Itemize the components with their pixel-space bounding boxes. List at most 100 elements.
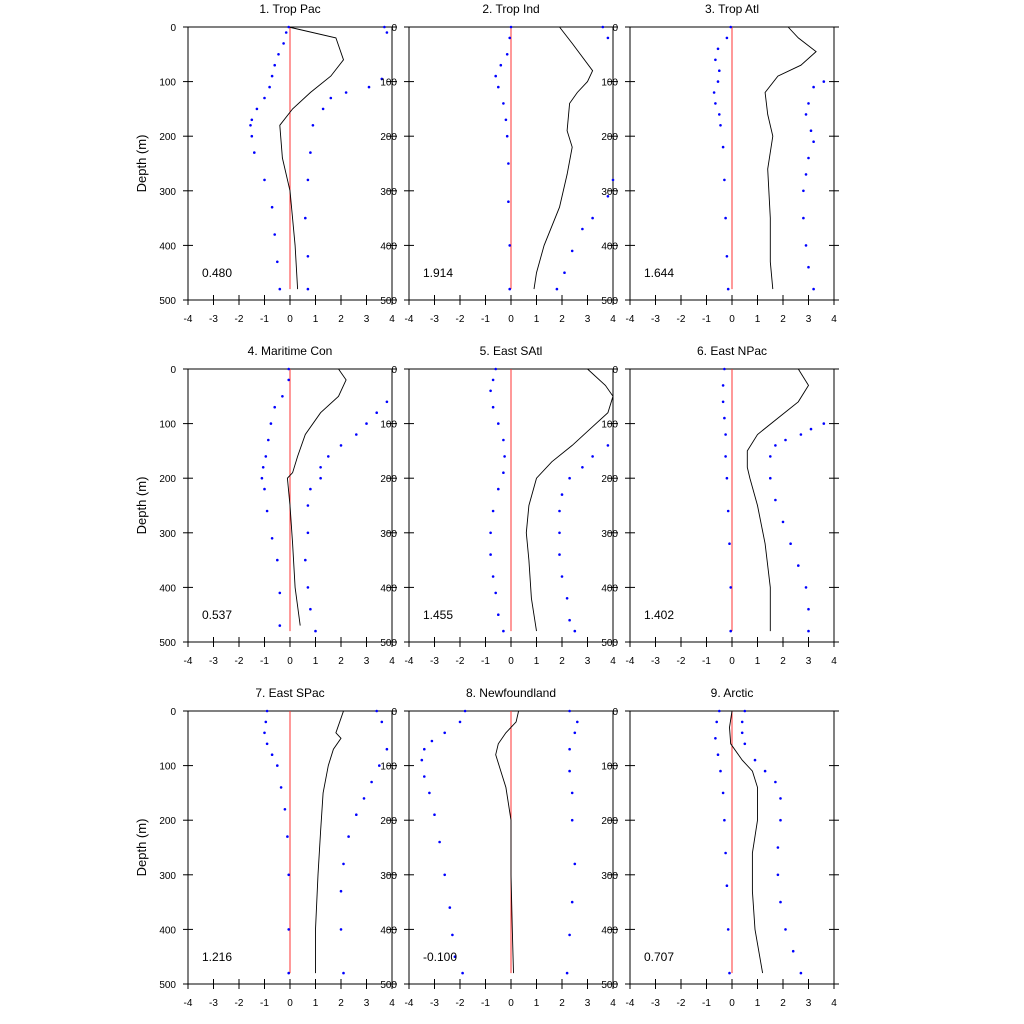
x-tick-label: 0 (729, 998, 735, 1009)
x-tick-label: -2 (677, 314, 686, 325)
upper-bound-point (339, 889, 343, 893)
panel-stat: 0.537 (202, 608, 232, 622)
upper-bound-point (807, 629, 810, 633)
upper-bound-point (367, 85, 371, 89)
x-tick-label: 2 (338, 998, 344, 1009)
upper-bound-point (812, 140, 815, 143)
panel-title: 3. Trop Atl (705, 2, 759, 16)
lower-bound-point (494, 591, 498, 595)
lower-bound-point (282, 42, 285, 45)
x-tick-label: 0 (508, 998, 514, 1009)
upper-bound-point (311, 124, 315, 127)
upper-bound-point (375, 411, 379, 415)
upper-bound-point (306, 531, 310, 535)
lower-bound-point (279, 786, 283, 789)
lower-bound-point (723, 367, 726, 371)
lower-bound-point (433, 813, 436, 816)
upper-bound-point (304, 558, 307, 562)
x-tick-label: -3 (209, 656, 218, 667)
lower-bound-point (278, 287, 282, 291)
y-tick-label: 400 (601, 925, 618, 936)
lower-bound-point (270, 537, 274, 540)
x-tick-label: -3 (430, 656, 439, 667)
y-tick-label: 300 (159, 871, 176, 882)
lower-bound-point (491, 509, 495, 513)
y-tick-label: 300 (601, 529, 618, 540)
lower-bound-point (497, 422, 500, 425)
lower-bound-point (270, 753, 274, 756)
y-tick-label: 400 (380, 925, 397, 936)
y-tick-label: 400 (601, 241, 618, 252)
x-tick-label: 0 (287, 656, 293, 667)
y-tick-label: 500 (159, 296, 176, 307)
x-tick-label: -3 (209, 314, 218, 325)
upper-bound-point (807, 102, 810, 105)
x-tick-label: 3 (364, 998, 370, 1009)
x-tick-label: -4 (184, 998, 193, 1009)
panel-3: 3. Trop Atl 0 100 200 300 400 500 -4 -3 -2 -1 0 1 2 3 4… (601, 2, 839, 325)
upper-bound-point (362, 797, 366, 800)
lower-bound-point (723, 818, 726, 822)
y-tick-label: 500 (380, 980, 397, 991)
x-tick-label: -3 (209, 998, 218, 1009)
y-tick-label: 0 (612, 365, 618, 376)
lower-bound-point (721, 791, 725, 795)
upper-bound-point (339, 444, 343, 447)
x-tick-label: -3 (651, 656, 660, 667)
x-tick-label: 2 (780, 656, 786, 667)
lower-bound-point (723, 416, 726, 420)
lower-bound-point (721, 400, 725, 404)
y-tick-label: 100 (380, 420, 397, 431)
upper-bound-point (568, 933, 571, 937)
y-tick-label: 200 (159, 816, 176, 827)
upper-bound-point (568, 747, 571, 751)
y-tick-label: 100 (159, 762, 176, 773)
panel-title: 6. East NPac (697, 344, 767, 358)
upper-bound-point (568, 709, 571, 713)
lower-bound-point (497, 85, 500, 89)
lower-bound-point (714, 102, 717, 105)
upper-bound-point (807, 265, 810, 269)
panel-title: 8. Newfoundland (466, 686, 556, 700)
x-tick-label: -1 (260, 656, 269, 667)
x-tick-label: 1 (755, 314, 761, 325)
x-tick-label: -3 (651, 998, 660, 1009)
lower-bound-point (287, 367, 291, 371)
upper-bound-point (319, 476, 322, 480)
lower-bound-point (502, 438, 505, 442)
y-tick-label: 500 (159, 638, 176, 649)
upper-bound-point (822, 422, 826, 425)
lower-bound-point (724, 851, 727, 855)
x-tick-label: -1 (702, 656, 711, 667)
lower-bound-point (497, 487, 500, 491)
lower-bound-point (726, 509, 730, 513)
x-tick-label: -4 (626, 656, 635, 667)
lower-bound-point (505, 134, 509, 138)
y-tick-label: 0 (391, 23, 397, 34)
x-tick-label: 2 (338, 656, 344, 667)
x-tick-label: -4 (405, 656, 414, 667)
upper-bound-point (802, 216, 805, 220)
lower-bound-point (729, 586, 732, 589)
upper-bound-point (342, 862, 345, 866)
mean-profile (286, 368, 347, 626)
lower-bound-point (718, 113, 721, 116)
lower-bound-point (463, 709, 467, 713)
x-tick-label: 4 (389, 656, 395, 667)
x-tick-label: -4 (626, 314, 635, 325)
y-tick-label: 100 (159, 420, 176, 431)
lower-bound-point (716, 753, 720, 756)
lower-bound-point (265, 509, 269, 513)
upper-bound-point (804, 244, 808, 247)
upper-bound-point (309, 487, 312, 491)
y-tick-label: 500 (159, 980, 176, 991)
x-tick-label: -1 (702, 998, 711, 1009)
lower-bound-point (725, 884, 729, 887)
x-tick-label: 4 (610, 656, 616, 667)
lower-bound-point (508, 244, 512, 247)
x-tick-label: 4 (831, 998, 837, 1009)
lower-bound-point (725, 476, 729, 480)
lower-bound-point (507, 162, 510, 165)
lower-bound-point (718, 709, 721, 713)
